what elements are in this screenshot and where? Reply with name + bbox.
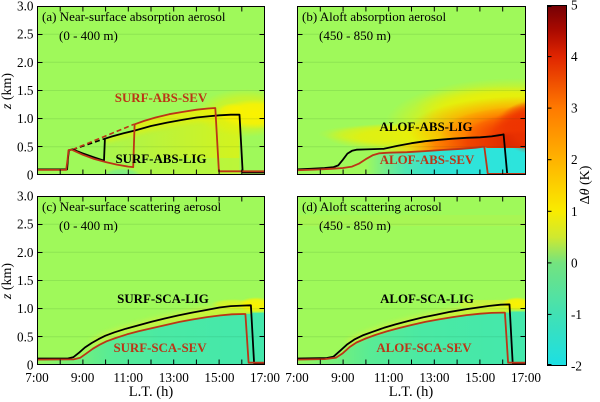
svg-text:17:00: 17:00 (511, 370, 541, 385)
svg-text:15:00: 15:00 (465, 370, 495, 385)
svg-text:0.5: 0.5 (17, 139, 34, 154)
svg-text:SURF-SCA-LIG: SURF-SCA-LIG (117, 292, 209, 306)
svg-text:7:00: 7:00 (285, 370, 309, 385)
svg-text:0: 0 (27, 168, 34, 183)
svg-text:(d) Aloft scattering acrosol: (d) Aloft scattering acrosol (302, 199, 442, 214)
svg-text:15:00: 15:00 (204, 370, 234, 385)
svg-text:(450 - 850 m): (450 - 850 m) (319, 28, 391, 43)
svg-text:ALOF-SCA-LIG: ALOF-SCA-LIG (380, 292, 474, 306)
svg-text:1.5: 1.5 (17, 273, 34, 288)
svg-text:0: 0 (571, 255, 578, 270)
svg-text:SURF-ABS-LIG: SURF-ABS-LIG (116, 152, 207, 166)
svg-text:3.0: 3.0 (17, 0, 34, 14)
svg-text:2.0: 2.0 (17, 55, 34, 70)
svg-text:9:00: 9:00 (71, 370, 95, 385)
svg-text:-2: -2 (571, 359, 582, 374)
svg-text:5: 5 (571, 0, 578, 13)
svg-text:13:00: 13:00 (159, 370, 189, 385)
svg-text:2: 2 (571, 152, 578, 167)
svg-text:(450 - 850 m): (450 - 850 m) (319, 218, 391, 233)
svg-text:(b) Aloft absorption aerosol: (b) Aloft absorption aerosol (302, 9, 446, 24)
svg-text:4: 4 (571, 49, 578, 64)
svg-text:L.T. (h): L.T. (h) (389, 384, 434, 400)
svg-text:3: 3 (571, 101, 578, 116)
svg-text:0.5: 0.5 (17, 329, 34, 344)
svg-text:7:00: 7:00 (25, 370, 49, 385)
svg-text:13:00: 13:00 (419, 370, 449, 385)
svg-text:ALOF-SCA-SEV: ALOF-SCA-SEV (376, 341, 472, 355)
svg-text:2.5: 2.5 (17, 217, 34, 232)
svg-text:9:00: 9:00 (331, 370, 355, 385)
svg-text:-1: -1 (571, 307, 582, 322)
svg-text:1.0: 1.0 (17, 111, 34, 126)
svg-text:(a) Near-surface absorption ae: (a) Near-surface absorption aerosol (42, 9, 226, 24)
svg-text:(0 - 400 m): (0 - 400 m) (59, 28, 118, 43)
svg-text:0: 0 (27, 358, 34, 373)
svg-text:(c) Near-surface scattering ae: (c) Near-surface scattering aerosol (42, 199, 221, 214)
svg-text:2.0: 2.0 (17, 245, 34, 260)
svg-text:1.0: 1.0 (17, 301, 34, 316)
svg-text:11:00: 11:00 (374, 370, 404, 385)
svg-text:SURF-SCA-SEV: SURF-SCA-SEV (113, 341, 207, 355)
svg-text:SURF-ABS-SEV: SURF-ABS-SEV (115, 91, 208, 105)
svg-text:1.5: 1.5 (17, 83, 34, 98)
svg-text:ALOF-ABS-SEV: ALOF-ABS-SEV (380, 153, 475, 167)
svg-text:3.0: 3.0 (17, 189, 34, 204)
svg-text:ALOF-ABS-LIG: ALOF-ABS-LIG (379, 120, 472, 134)
svg-text:2.5: 2.5 (17, 27, 34, 42)
svg-text:11:00: 11:00 (113, 370, 143, 385)
svg-text:z (km): z (km) (0, 263, 15, 301)
svg-text:17:00: 17:00 (250, 370, 280, 385)
svg-text:(0 - 400 m): (0 - 400 m) (59, 218, 118, 233)
svg-text:1: 1 (571, 204, 578, 219)
svg-text:Δθ (K): Δθ (K) (578, 165, 593, 204)
svg-text:L.T. (h): L.T. (h) (129, 384, 174, 400)
svg-text:z (km): z (km) (0, 73, 15, 111)
